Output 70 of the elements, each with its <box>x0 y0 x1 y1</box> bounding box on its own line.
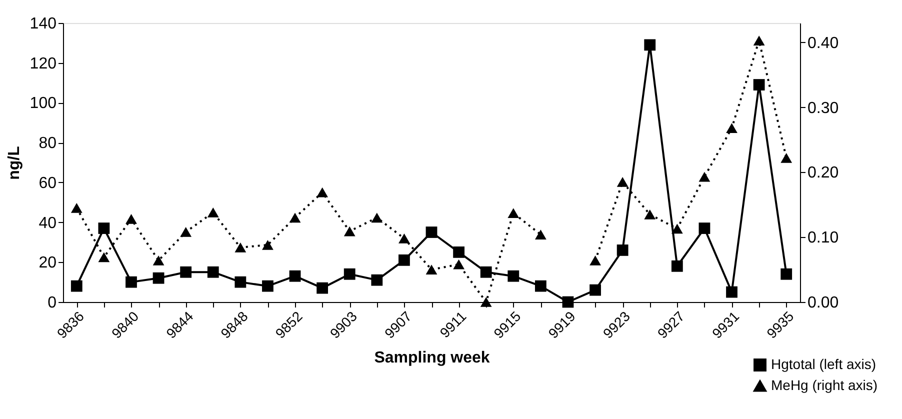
point <box>371 274 383 286</box>
point <box>262 280 274 292</box>
point <box>126 214 137 224</box>
point <box>616 244 628 256</box>
y2-tick-label: 0.30 <box>808 100 839 117</box>
legend-label: Hgtotal (left axis) <box>771 356 876 372</box>
point <box>344 268 356 280</box>
point <box>753 36 765 46</box>
point <box>398 254 410 266</box>
y2-tick-label: 0.20 <box>808 164 839 182</box>
point <box>780 153 792 163</box>
point <box>371 212 383 223</box>
point <box>152 272 164 284</box>
point <box>453 246 464 258</box>
point <box>480 297 492 307</box>
point <box>726 286 738 298</box>
point <box>698 222 710 234</box>
point <box>426 264 438 274</box>
point <box>180 226 192 237</box>
point <box>289 270 301 282</box>
point <box>316 282 328 294</box>
point <box>480 266 492 278</box>
point <box>753 79 765 90</box>
y-axis-title: ng/L <box>6 146 23 180</box>
y-tick-label: 140 <box>30 16 57 32</box>
y-tick-label: 40 <box>38 214 57 232</box>
legend-label: MeHg (right axis) <box>771 377 878 393</box>
y2-tick-label: 0.10 <box>808 230 839 247</box>
point <box>508 208 520 218</box>
y2-tick-label: 0.40 <box>808 34 839 52</box>
point <box>644 209 656 220</box>
point <box>534 280 546 292</box>
point <box>562 296 574 308</box>
y-tick-label: 60 <box>38 174 57 192</box>
point <box>70 202 82 213</box>
point <box>453 259 464 270</box>
point <box>207 208 219 218</box>
point <box>698 172 710 182</box>
point <box>590 284 601 296</box>
point <box>234 276 246 288</box>
point <box>671 224 683 234</box>
point <box>98 222 110 234</box>
point <box>644 39 656 51</box>
y-tick-label: 120 <box>30 55 57 72</box>
y2-tick-label: 0.00 <box>808 294 839 312</box>
point <box>152 256 164 266</box>
point <box>534 230 546 240</box>
point <box>616 177 628 187</box>
point <box>316 187 328 198</box>
point <box>180 266 192 278</box>
point <box>398 233 410 244</box>
point <box>726 123 738 134</box>
point <box>344 226 356 236</box>
point <box>234 242 246 252</box>
y-tick-label: 80 <box>38 135 57 152</box>
point <box>289 212 301 223</box>
point <box>98 252 110 262</box>
point <box>508 270 520 282</box>
y-tick-label: 0 <box>48 294 57 312</box>
y-tick-label: 100 <box>30 95 57 112</box>
point <box>426 226 438 238</box>
point <box>207 266 219 278</box>
y-tick-label: 20 <box>38 254 57 272</box>
x-axis-title: Sampling week <box>374 349 490 366</box>
point <box>671 260 683 272</box>
point <box>262 240 274 250</box>
point <box>126 276 137 288</box>
point <box>590 256 601 266</box>
point <box>70 280 82 292</box>
point <box>780 268 792 280</box>
